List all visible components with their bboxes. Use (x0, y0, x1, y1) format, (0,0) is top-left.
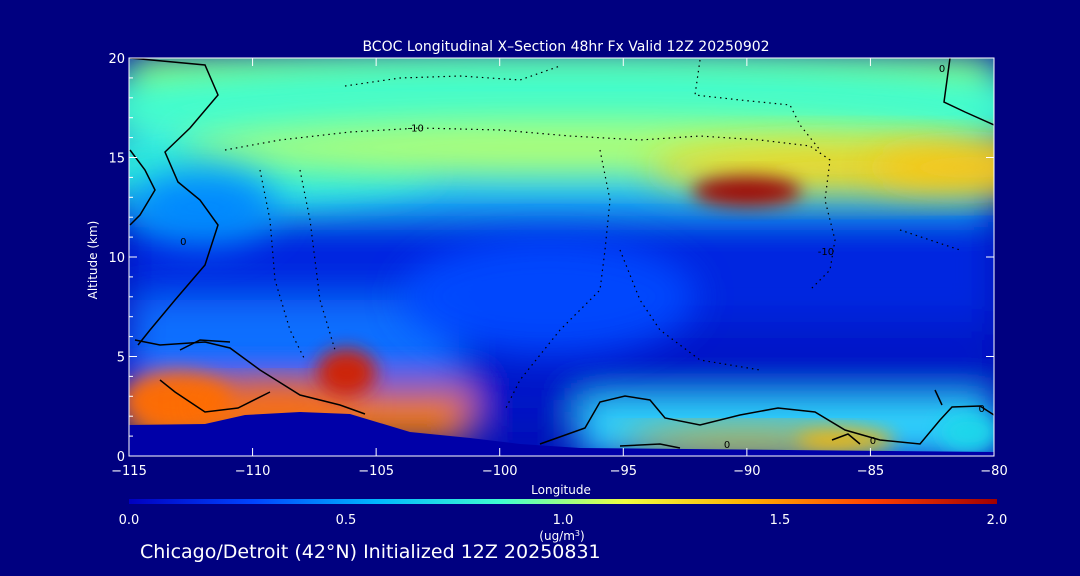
field-blob-13 (939, 412, 994, 453)
contour-labels: -10 -10 0 0 0 0 0 (180, 64, 985, 451)
x-tick-label: −80 (980, 464, 1007, 479)
x-tick-label: −115 (111, 464, 147, 479)
colorbar-tick-label: 0.5 (336, 513, 357, 528)
field-blob-4 (870, 143, 994, 192)
field-blob-6 (129, 167, 278, 248)
x-axis: −115 −110 −105 −100 −95 −90 −85 −80 (111, 58, 1008, 479)
contour-label: -10 (408, 124, 424, 135)
footer-caption: Chicago/Detroit (42°N) Initialized 12Z 2… (140, 541, 601, 563)
y-tick-label: 15 (108, 152, 125, 167)
contour-label: -10 (818, 247, 834, 258)
colorbar-tick-label: 1.5 (770, 513, 791, 528)
y-axis: 0 5 10 15 20 (108, 52, 994, 465)
concentration-field (129, 58, 994, 455)
colorbar-tick-label: 0.0 (119, 513, 140, 528)
x-tick-label: −85 (857, 464, 884, 479)
chart-title: BCOC Longitudinal X–Section 48hr Fx Vali… (362, 39, 769, 55)
field-blob-10 (316, 348, 377, 397)
contour-lines (129, 58, 994, 449)
x-tick-label: −90 (733, 464, 760, 479)
x-tick-label: −95 (610, 464, 637, 479)
y-tick-label: 0 (117, 450, 125, 465)
colorbar-ticks: 0.0 0.5 1.0 1.5 2.0 (119, 513, 1008, 528)
contour-label: 0 (939, 64, 945, 75)
contour-label: 0 (870, 436, 876, 447)
field-blob-5 (692, 176, 802, 207)
terrain-mask (129, 412, 994, 456)
x-tick-label: −110 (235, 464, 271, 479)
x-axis-label: Longitude (531, 483, 591, 497)
colorbar-tick-label: 2.0 (987, 513, 1008, 528)
y-axis-label: Altitude (km) (86, 221, 100, 300)
x-tick-label: −100 (482, 464, 518, 479)
y-tick-label: 20 (108, 52, 125, 67)
colorbar-tick-label: 1.0 (553, 513, 574, 528)
contour-label: 0 (978, 404, 984, 415)
contour-label: 0 (180, 237, 186, 248)
x-tick-label: −105 (358, 464, 394, 479)
colorbar (129, 499, 997, 504)
contour-label: 0 (724, 440, 730, 451)
field-blob-12 (796, 430, 896, 451)
dotted-contours (224, 59, 961, 411)
colorbar-label: (ug/m3) (539, 529, 584, 544)
field-blob-7 (400, 237, 698, 357)
y-tick-label: 10 (108, 251, 125, 266)
y-tick-label: 5 (117, 351, 125, 366)
